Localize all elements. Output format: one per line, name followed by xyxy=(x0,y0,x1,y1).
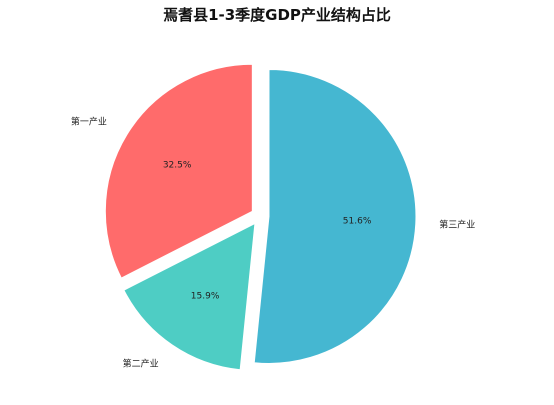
pie-slice-group: 15.9% 第二产业 xyxy=(123,222,256,371)
slice-category-label: 第二产业 xyxy=(123,358,159,370)
slice-category-label: 第一产业 xyxy=(71,116,107,128)
slice-value-label: 15.9% xyxy=(191,292,220,302)
pie-slice xyxy=(253,68,417,364)
pie-slice xyxy=(104,63,253,279)
slice-value-label: 32.5% xyxy=(163,161,192,171)
slice-category-label: 第三产业 xyxy=(439,219,475,231)
pie-slice-group: 51.6% 第三产业 xyxy=(253,68,475,364)
slice-value-label: 51.6% xyxy=(343,216,372,226)
chart-title: 焉耆县1-3季度GDP产业结构占比 xyxy=(163,6,391,24)
pie-slice xyxy=(123,222,256,371)
pie-slice-group: 32.5% 第一产业 xyxy=(71,63,253,279)
